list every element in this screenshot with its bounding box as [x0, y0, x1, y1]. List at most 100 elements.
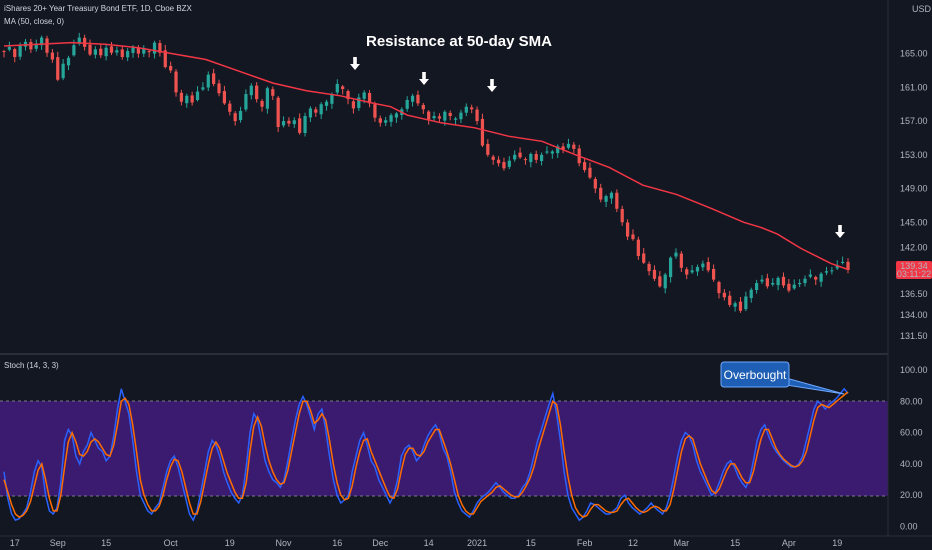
candle-body [534, 154, 538, 160]
candle-body [346, 91, 350, 100]
candle [298, 113, 302, 135]
candle-body [647, 263, 651, 272]
candle [470, 104, 474, 114]
candle [636, 236, 640, 260]
candle [56, 51, 60, 82]
stoch-tick-label: 60.00 [900, 428, 923, 438]
candle-body [29, 42, 33, 50]
candle-body [701, 263, 705, 268]
down-arrow-icon [419, 72, 429, 85]
candle-body [341, 86, 345, 90]
candle-body [593, 179, 597, 189]
candle-body [453, 118, 458, 120]
candle-body [695, 266, 700, 272]
candle [249, 83, 253, 100]
candle [529, 152, 533, 168]
candle-body [7, 46, 11, 50]
candle [373, 101, 377, 122]
candle-body [464, 106, 468, 113]
candle [695, 264, 700, 276]
candle [163, 44, 167, 69]
candle-body [437, 116, 442, 119]
time-axis[interactable]: 17 Sep 15 Oct 19 Nov 16 Dec 14 2021 15 Feb 12 Mar 15 Ap… [10, 538, 843, 548]
candle [120, 45, 124, 60]
candle [319, 102, 323, 120]
candle [34, 39, 38, 52]
candle [29, 38, 33, 53]
candle-body [206, 74, 210, 88]
candle [174, 69, 178, 97]
candle-body [496, 159, 501, 164]
candle-body [303, 116, 307, 134]
candle [685, 267, 689, 280]
candle-body [722, 292, 726, 298]
candle [792, 279, 796, 290]
candle [620, 205, 624, 226]
candle [690, 265, 694, 274]
symbol-legend[interactable]: iShares 20+ Year Treasury Bond ETF, 1D, … [4, 4, 192, 13]
candle-body [50, 52, 54, 60]
candle [701, 260, 705, 271]
candle [212, 68, 216, 87]
candlestick-series [2, 32, 850, 313]
candle-body [389, 115, 393, 122]
candle-body [13, 49, 17, 57]
candle [615, 189, 619, 213]
candle-body [636, 239, 640, 256]
candle [13, 47, 17, 63]
candle [99, 44, 103, 59]
candle-body [40, 37, 44, 46]
candle-body [588, 167, 592, 178]
candle [389, 113, 393, 127]
price-tick-label: 153.00 [900, 150, 928, 160]
candle-body [99, 48, 103, 56]
candle-body [260, 100, 264, 107]
resistance-arrow-3 [487, 79, 497, 92]
stoch-tick-label: 100.00 [900, 365, 928, 375]
time-tick-label: Nov [276, 538, 293, 548]
candle-body [642, 253, 646, 263]
time-tick-label: Dec [372, 538, 389, 548]
candle [201, 82, 205, 92]
candle [668, 256, 673, 283]
stoch-tick-label: 40.00 [900, 459, 923, 469]
candle-body [152, 42, 157, 54]
candle-body [244, 94, 248, 110]
candle [351, 99, 356, 114]
candle-body [798, 282, 802, 285]
candle-body [545, 151, 549, 153]
candle [572, 141, 576, 153]
price-tick-label: 131.50 [900, 331, 928, 341]
ma-legend[interactable]: MA (50, close, 0) [4, 17, 65, 26]
candle [427, 110, 431, 125]
candle-body [835, 265, 839, 269]
stoch-legend[interactable]: Stoch (14, 3, 3) [4, 361, 59, 370]
candle-body [728, 295, 732, 305]
candle-body [201, 87, 205, 90]
candle-body [131, 46, 135, 53]
candle [819, 272, 823, 287]
candle [367, 90, 372, 108]
candle-body [824, 271, 829, 273]
stoch-tick-label: 20.00 [900, 490, 923, 500]
candle-body [147, 51, 151, 53]
candle [437, 113, 442, 123]
stoch-axis[interactable]: 100.00 80.00 60.00 40.00 20.00 0.00 [900, 365, 928, 532]
candle-body [281, 121, 286, 126]
candle [432, 111, 436, 121]
candle [50, 49, 54, 63]
candle [244, 89, 248, 112]
candle [830, 266, 834, 275]
candle-body [830, 270, 834, 272]
candle-body [169, 65, 173, 71]
candle-body [652, 269, 657, 279]
candle-body [179, 92, 184, 102]
candle [674, 248, 678, 259]
candle-body [72, 45, 76, 56]
time-tick-label: Mar [674, 538, 690, 548]
candle-body [88, 44, 92, 55]
ma50-line [3, 41, 849, 271]
down-arrow-icon [487, 79, 497, 92]
candle [394, 112, 399, 123]
